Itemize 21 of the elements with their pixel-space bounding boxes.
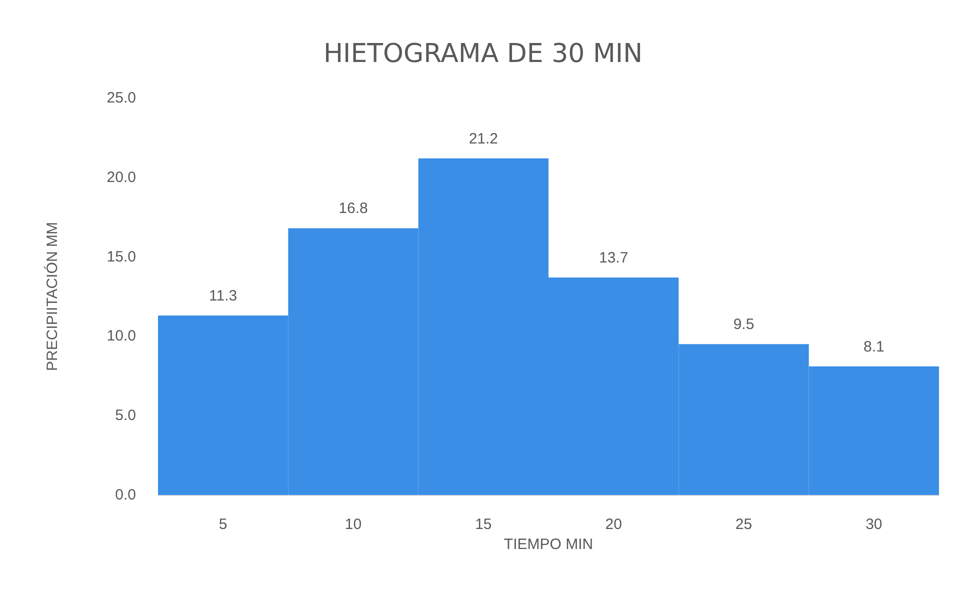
x-tick-label: 10	[344, 516, 362, 533]
data-label: 11.3	[209, 288, 238, 305]
data-label: 8.1	[863, 338, 884, 356]
x-tick-label: 30	[866, 516, 882, 533]
data-label: 16.8	[338, 200, 368, 218]
x-tick-label: 20	[605, 516, 622, 533]
x-axis-title: TIEMPO MIN	[504, 536, 594, 553]
y-tick-label: 20.0	[106, 168, 136, 186]
x-tick-label: 15	[475, 516, 492, 533]
data-label: 9.5	[733, 316, 754, 334]
y-tick-label: 5.0	[115, 407, 136, 424]
data-label: 21.2	[468, 130, 498, 148]
data-label: 13.7	[598, 249, 628, 266]
x-tick-label: 25	[735, 516, 752, 533]
y-axis-title: PRECIPIITACIÓN MM	[43, 222, 61, 371]
y-tick-label: 15.0	[106, 248, 136, 266]
y-tick-label: 0.0	[115, 486, 136, 504]
y-tick-label: 25.0	[106, 90, 136, 106]
y-tick-label: 10.0	[106, 328, 136, 345]
x-tick-label: 5	[218, 516, 228, 533]
chart-title: HIETOGRAMA DE 30 MIN	[323, 39, 643, 69]
